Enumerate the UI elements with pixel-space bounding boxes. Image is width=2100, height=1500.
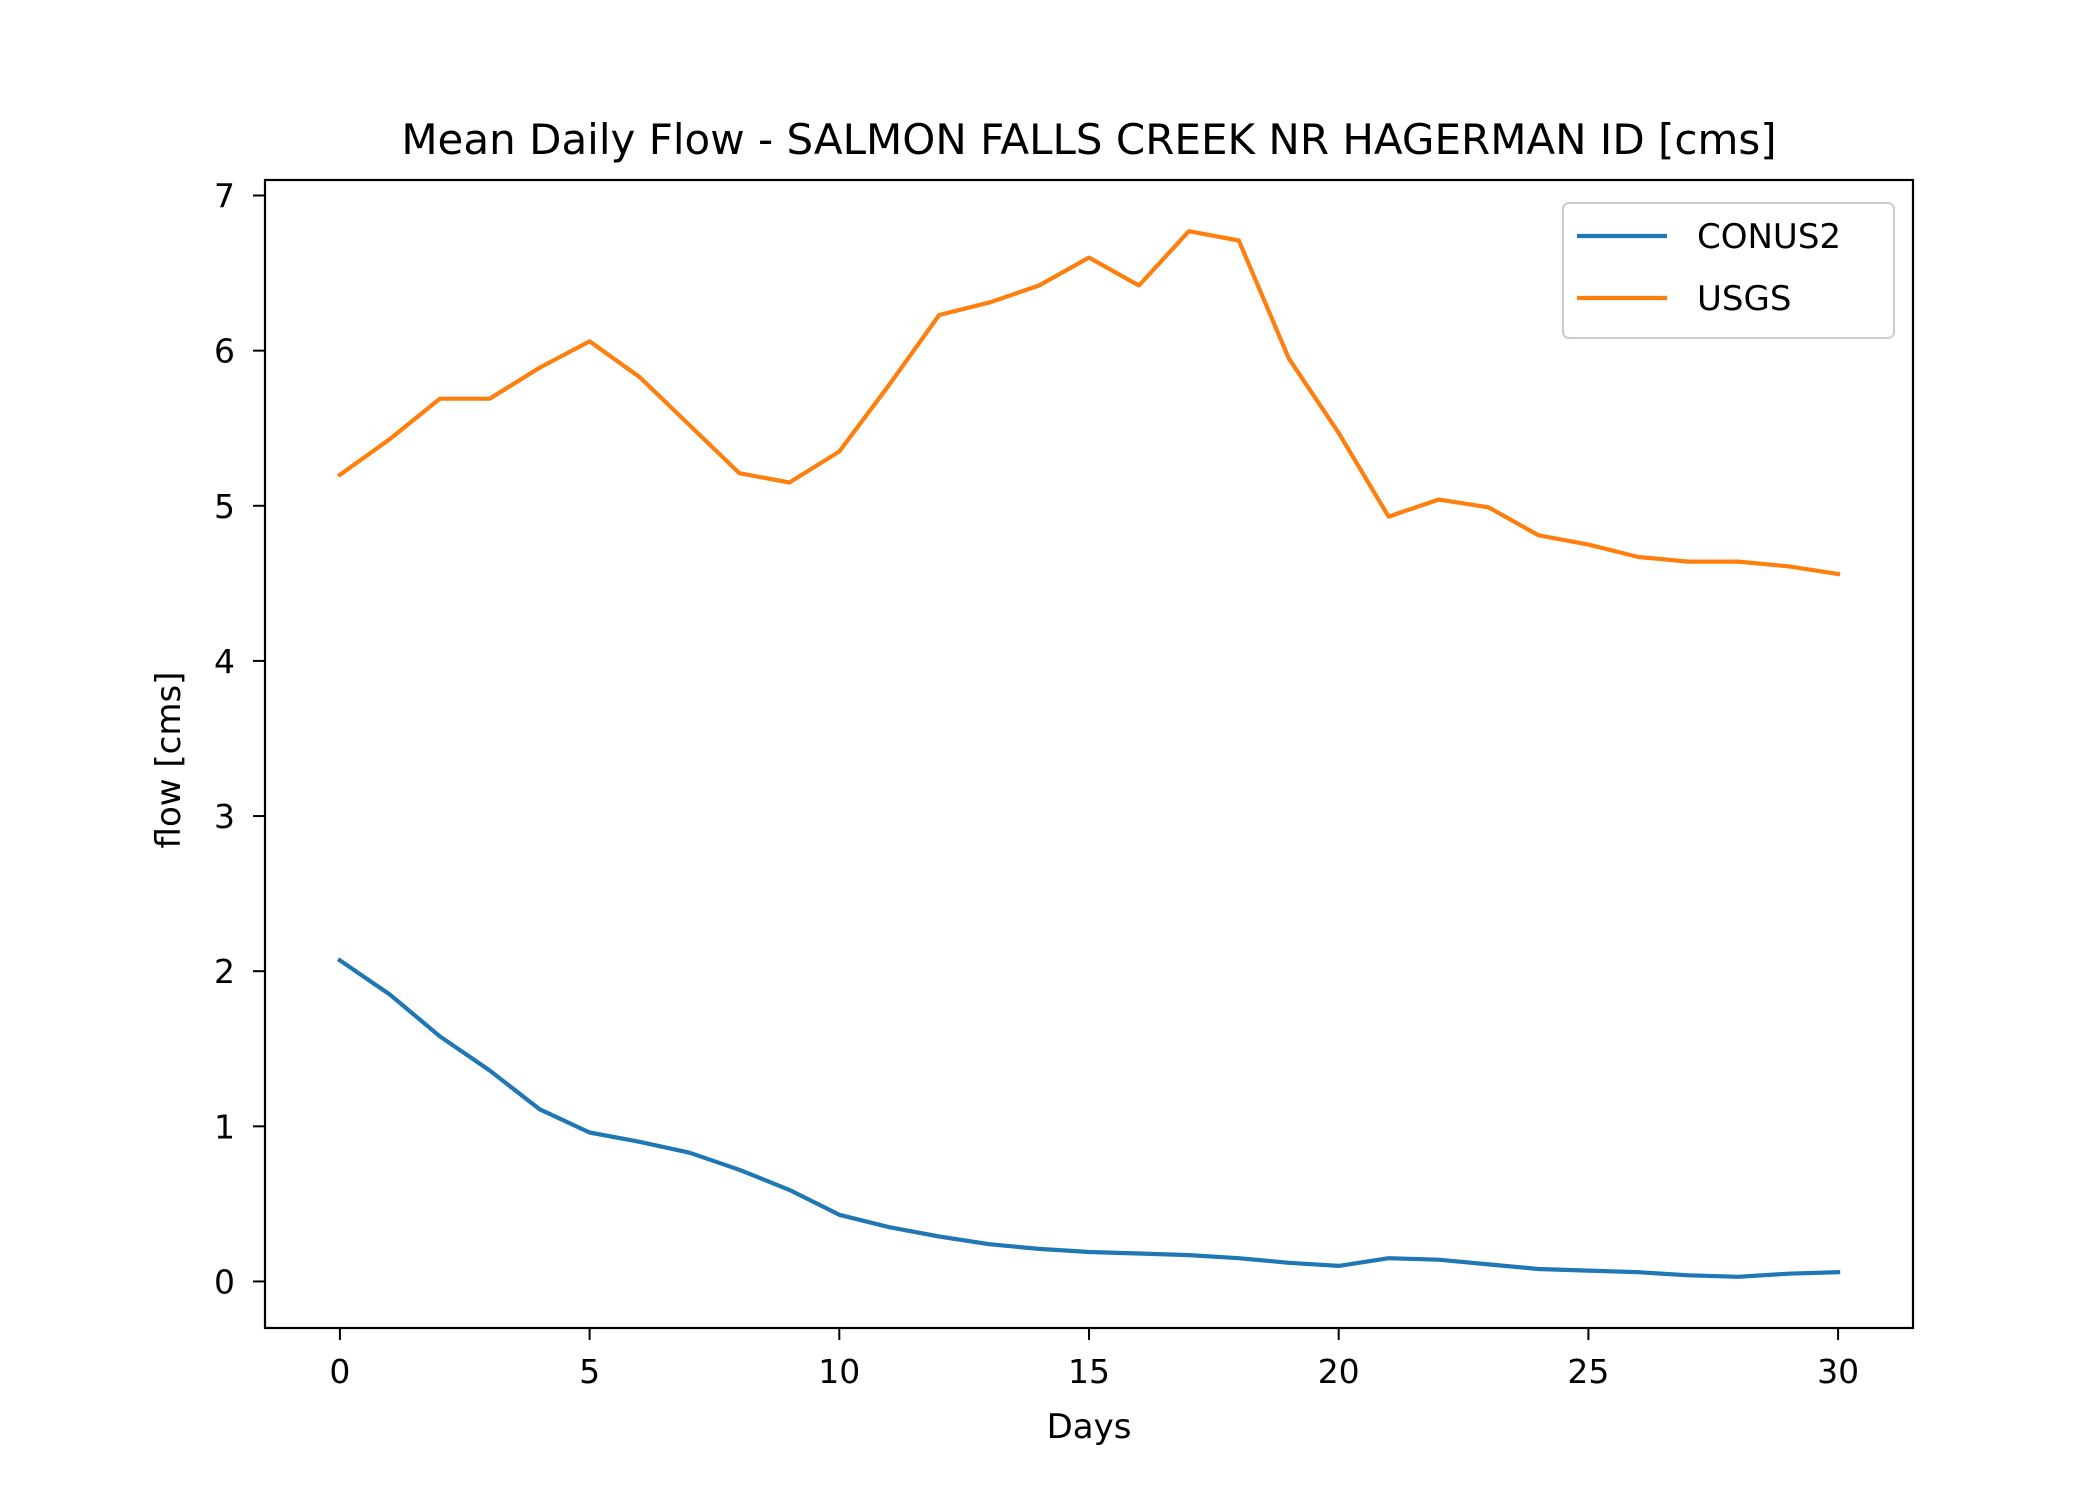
x-tick-label: 15 xyxy=(1068,1352,1110,1391)
y-axis-label: flow [cms] xyxy=(149,672,189,849)
series-line-conus2 xyxy=(336,957,1841,1279)
x-tick-label: 5 xyxy=(579,1352,600,1391)
x-tick-label: 10 xyxy=(818,1352,860,1391)
y-tick-label: 4 xyxy=(214,642,235,681)
legend-label-usgs: USGS xyxy=(1697,279,1791,319)
legend: CONUS2 USGS xyxy=(1562,202,1895,339)
x-axis-label: Days xyxy=(1047,1407,1132,1447)
y-tick-label: 0 xyxy=(214,1262,235,1301)
y-tick-label: 5 xyxy=(214,487,235,526)
chart-title: Mean Daily Flow - SALMON FALLS CREEK NR … xyxy=(401,115,1776,164)
y-tick-label: 6 xyxy=(214,332,235,371)
x-tick-label: 0 xyxy=(329,1352,350,1391)
plot-area: 0 5 10 15 20 25 30 0 1 2 3 4 5 6 7 xyxy=(214,177,1915,1391)
x-tick-label: 25 xyxy=(1567,1352,1609,1391)
y-tick-label: 2 xyxy=(214,952,235,991)
y-tick-label: 1 xyxy=(214,1107,235,1146)
y-tick-label: 7 xyxy=(214,177,235,216)
legend-label-conus2: CONUS2 xyxy=(1697,217,1841,257)
x-tick-label: 20 xyxy=(1318,1352,1360,1391)
y-tick-label: 3 xyxy=(214,797,235,836)
series-line-usgs xyxy=(336,229,1841,577)
x-tick-label: 30 xyxy=(1817,1352,1859,1391)
